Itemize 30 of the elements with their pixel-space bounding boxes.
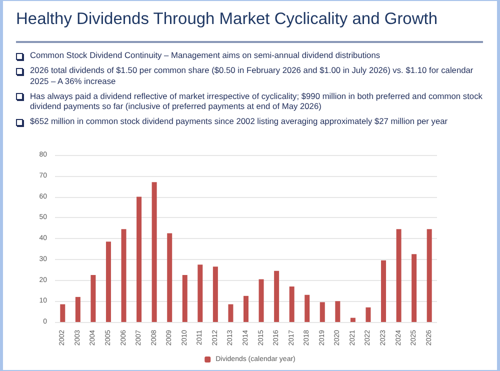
text: Has always paid a dividend reflective of market irrespective of cyclicality; $990 million in both preferred and common stock dividend payments so far (inclusive of preferred payments at end of May 2026) bbox=[30, 90, 484, 112]
bar bbox=[121, 229, 126, 322]
bar bbox=[304, 294, 310, 322]
bar bbox=[90, 275, 96, 322]
bar bbox=[75, 296, 80, 322]
bar bbox=[228, 304, 234, 322]
bar bbox=[366, 307, 371, 322]
bar bbox=[381, 260, 386, 322]
bar bbox=[258, 279, 264, 322]
bar bbox=[244, 296, 248, 322]
bar bbox=[106, 242, 111, 322]
bar bbox=[274, 270, 280, 322]
text: $652 million in common stock dividend payments since 2002 listing averaging approximately $27 million per year bbox=[30, 116, 448, 126]
bar bbox=[212, 266, 218, 322]
bar bbox=[335, 301, 340, 322]
bar bbox=[350, 318, 356, 322]
bar bbox=[289, 286, 294, 322]
bar bbox=[136, 196, 142, 322]
bar bbox=[152, 182, 157, 322]
bar bbox=[320, 302, 325, 322]
bar bbox=[396, 229, 402, 322]
bar bbox=[167, 233, 172, 322]
bar bbox=[60, 304, 66, 322]
chart-title: Healthy Dividends Through Market Cyclicality and Growth bbox=[16, 10, 438, 29]
text: Common Stock Dividend Continuity – Management aims on semi-annual dividend distributions bbox=[30, 50, 380, 60]
bar bbox=[198, 264, 203, 322]
text: 2026 total dividends of $1.50 per common share ($0.50 in February 2026 and $1.00 in July 2026) vs. $1.10 for calendar 2025 – A 36% increase bbox=[30, 65, 474, 86]
bar bbox=[182, 275, 188, 322]
bar bbox=[426, 229, 432, 322]
bar bbox=[412, 254, 417, 322]
